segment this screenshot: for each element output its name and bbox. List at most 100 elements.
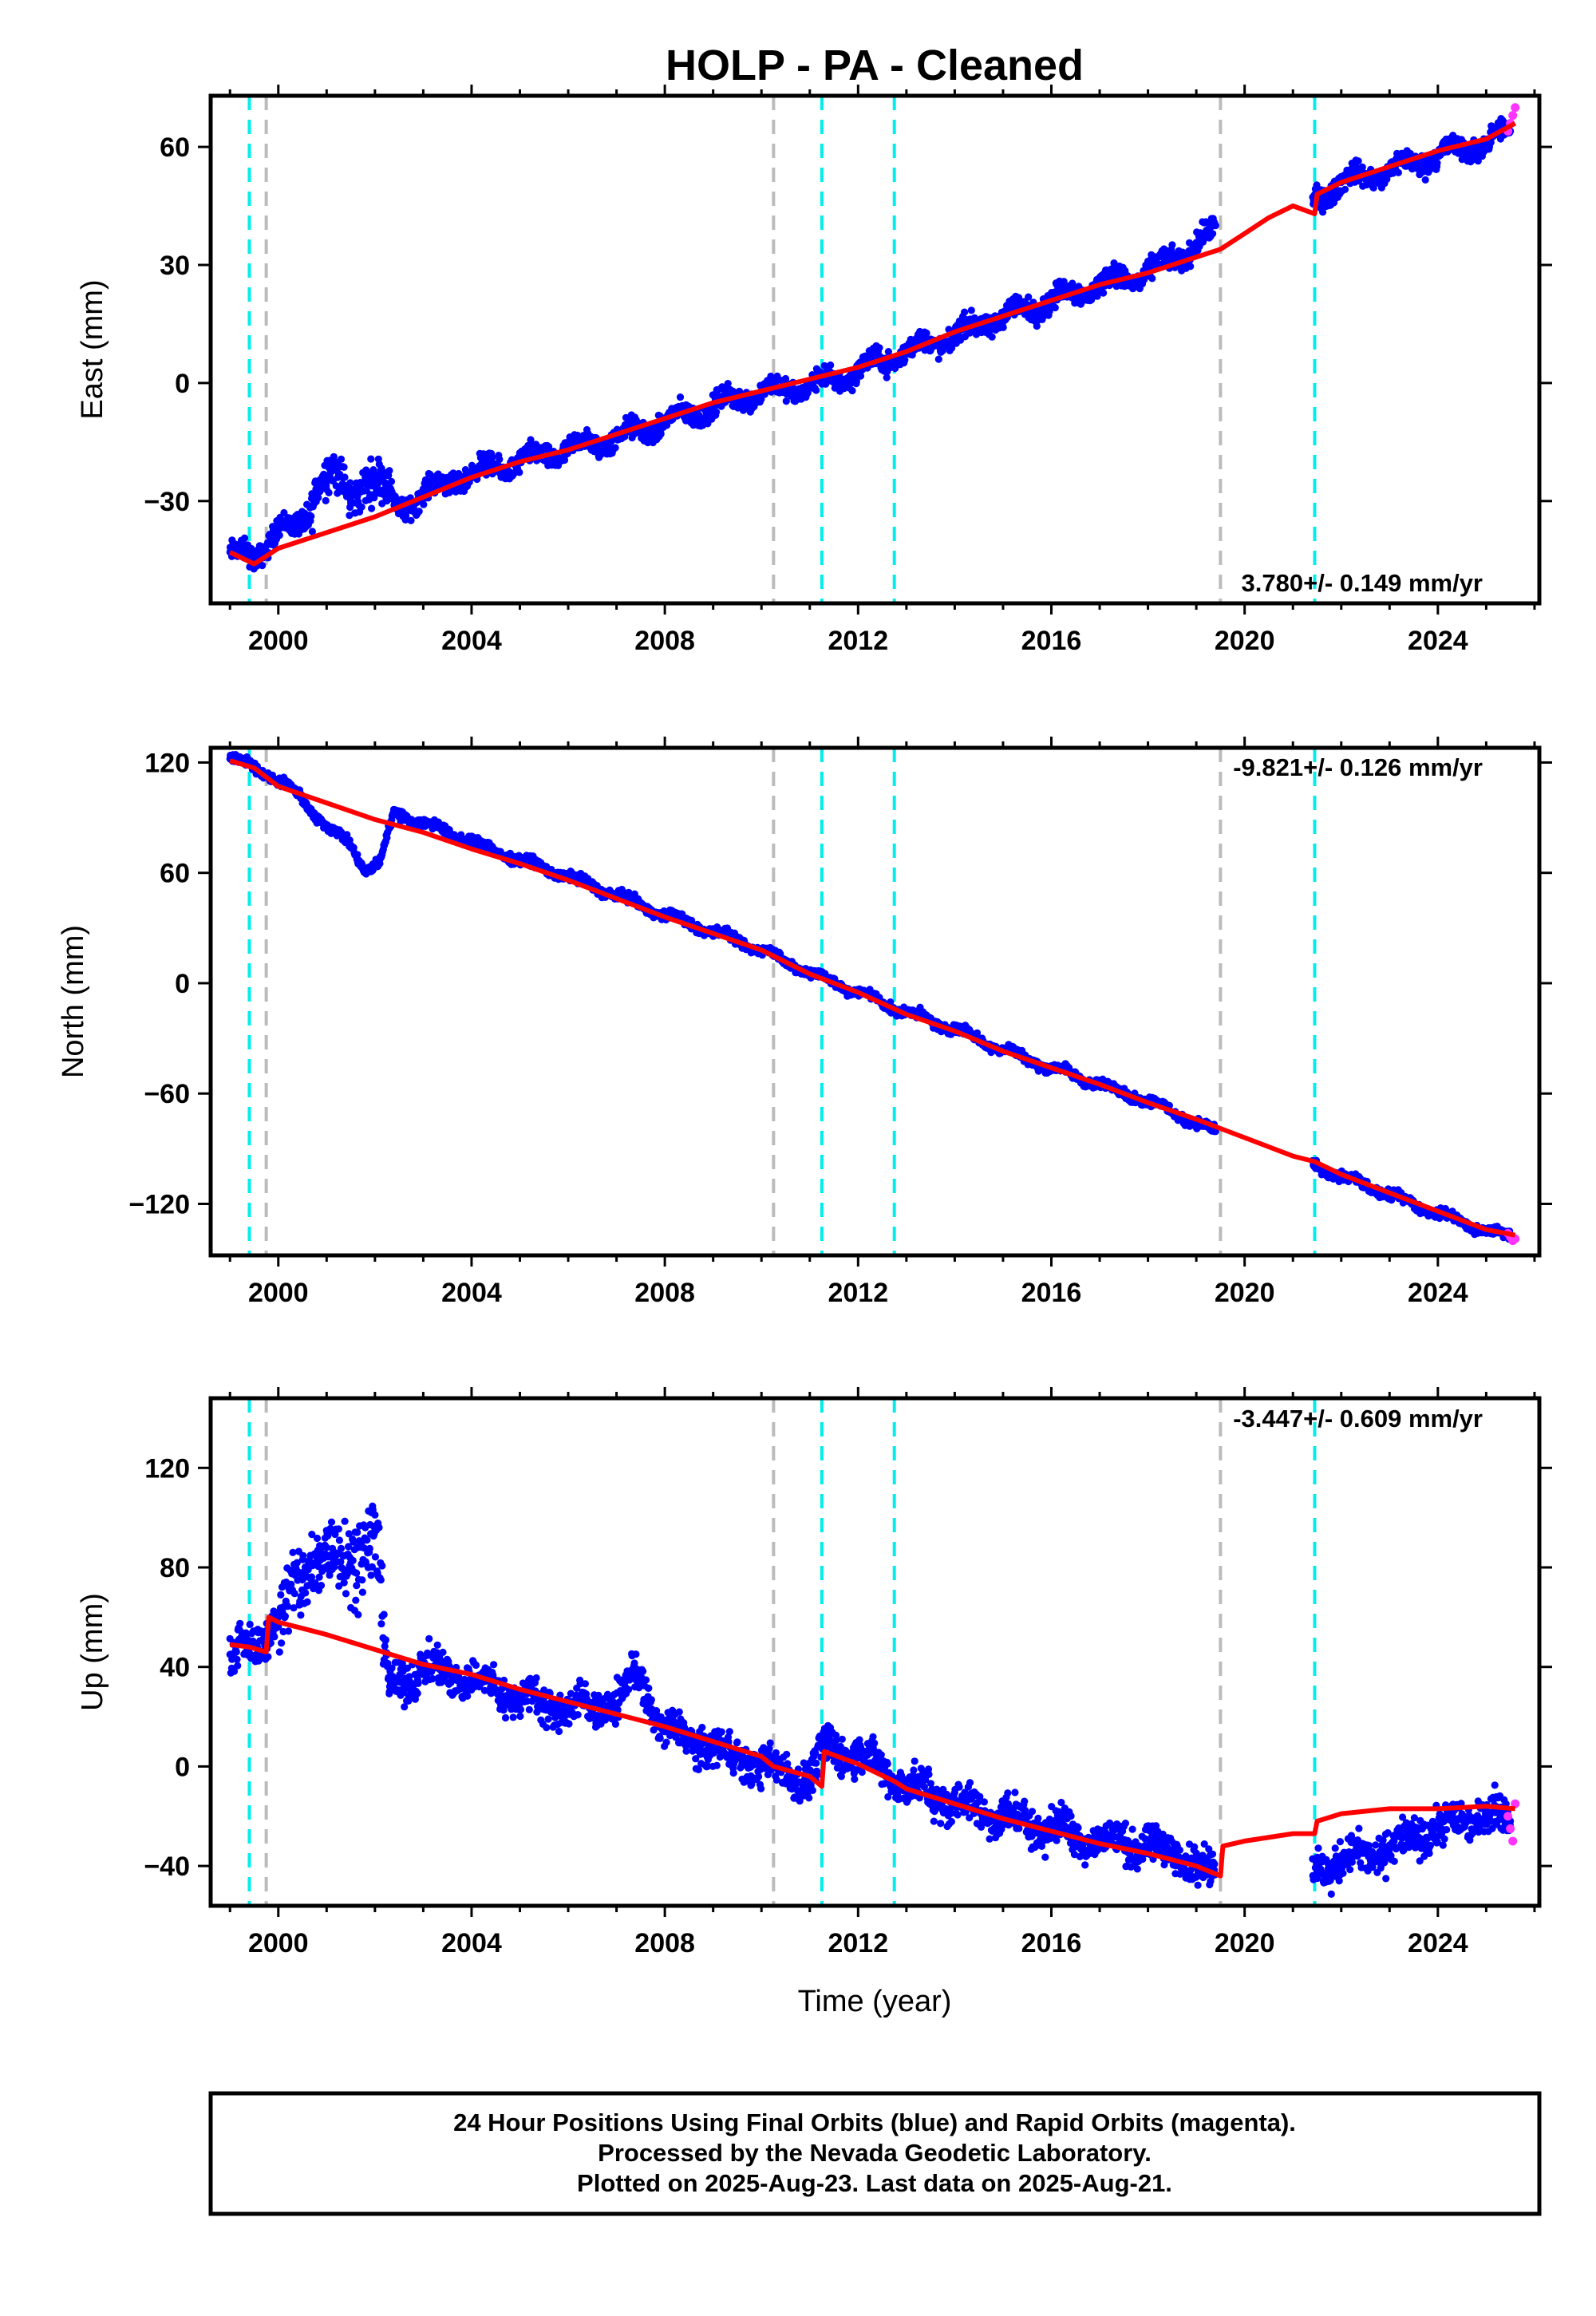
east-point <box>999 323 1007 331</box>
east-point <box>1168 241 1176 249</box>
east-point <box>280 508 288 517</box>
east-point <box>488 453 496 461</box>
east-rate-label: 3.780+/- 0.149 mm/yr <box>1242 569 1483 597</box>
north-point <box>361 865 369 873</box>
north-point <box>390 808 398 816</box>
east-point <box>1100 289 1108 297</box>
north-model-path <box>229 758 1516 1238</box>
east-point <box>875 344 883 352</box>
east-point <box>1383 176 1391 184</box>
east-y-ticks: −30 0 30 60 <box>144 132 1552 517</box>
east-point <box>1051 303 1059 312</box>
east-point <box>259 562 267 570</box>
east-point <box>325 488 333 497</box>
north-point <box>973 1029 982 1037</box>
east-point <box>611 444 619 452</box>
east-point <box>1207 229 1215 238</box>
east-point <box>1033 322 1041 330</box>
east-point <box>367 455 375 463</box>
east-x-tick-label: 2012 <box>828 626 888 656</box>
north-event-lines <box>247 748 1317 1255</box>
east-point <box>289 528 297 536</box>
east-point <box>313 477 321 485</box>
east-point <box>303 516 311 525</box>
east-point <box>346 497 355 505</box>
east-point <box>676 393 685 401</box>
east-model-line <box>228 121 1517 567</box>
east-point <box>308 528 316 536</box>
east-point <box>516 468 523 476</box>
east-point <box>314 494 322 502</box>
east-point <box>1313 181 1321 189</box>
north-point <box>1207 1126 1215 1134</box>
east-point <box>420 500 428 508</box>
east-point <box>1341 185 1349 193</box>
north-plot-area <box>226 748 1520 1255</box>
east-rapid-point <box>1511 103 1520 113</box>
east-point <box>322 496 330 505</box>
east-plot-area <box>226 96 1520 603</box>
east-frame <box>208 93 1542 606</box>
east-point <box>560 456 569 464</box>
east-point <box>1192 241 1200 249</box>
east-point <box>368 504 376 512</box>
east-x-tick-label: 2016 <box>1021 626 1082 656</box>
east-point <box>240 534 249 542</box>
east-point <box>948 344 956 352</box>
east-point <box>1148 275 1156 283</box>
east-ylabel: East (mm) <box>76 279 109 419</box>
east-point <box>967 306 975 314</box>
north-point <box>322 823 330 831</box>
east-y-tick-label: 0 <box>175 369 190 399</box>
east-point <box>922 329 930 338</box>
east-point <box>346 479 354 487</box>
east-point <box>358 503 365 511</box>
east-point <box>407 516 415 524</box>
east-point <box>713 408 721 416</box>
east-point <box>852 377 860 385</box>
east-point <box>1358 163 1366 171</box>
north-model-line <box>229 758 1516 1238</box>
east-point <box>884 348 892 356</box>
east-data-points <box>226 103 1520 573</box>
east-y-tick-label: −30 <box>144 487 190 517</box>
east-point <box>275 532 283 539</box>
east-point <box>1394 168 1402 176</box>
east-x-tick-label: 2024 <box>1408 626 1468 656</box>
east-x-tick-label: 2004 <box>441 626 502 656</box>
east-point <box>376 477 384 485</box>
east-point <box>724 380 732 388</box>
east-point <box>827 361 835 370</box>
east-event-lines <box>247 96 1317 603</box>
east-point <box>1025 293 1033 301</box>
north-point <box>346 841 355 849</box>
east-point <box>1045 307 1053 315</box>
north-point <box>468 837 476 846</box>
east-y-tick-label: 60 <box>160 132 190 163</box>
east-point <box>449 469 457 477</box>
east-x-tick-label: 2000 <box>248 626 309 656</box>
east-point <box>782 397 790 405</box>
east-point <box>1433 159 1441 167</box>
east-point <box>901 356 909 364</box>
east-point <box>337 455 346 464</box>
panel-north: 2000 2004 2008 2012 2016 2020 2024 −120−600601… <box>57 737 1552 1308</box>
east-point <box>545 443 553 451</box>
east-point <box>961 308 969 316</box>
east-point <box>361 473 369 481</box>
chart-title: HOLP - PA - Cleaned <box>666 41 1084 89</box>
east-point <box>883 373 891 381</box>
east-point <box>848 386 856 395</box>
north-point <box>343 831 351 839</box>
east-model-path <box>228 121 1517 567</box>
east-point <box>1211 222 1219 230</box>
east-point <box>327 465 335 473</box>
east-point <box>275 520 282 528</box>
east-y-tick-label: 30 <box>160 251 190 281</box>
east-point <box>415 508 423 516</box>
east-point <box>341 473 349 481</box>
east-x-ticks: 2000 2004 2008 2012 2016 2020 2024 <box>228 85 1536 656</box>
east-point <box>988 333 996 341</box>
